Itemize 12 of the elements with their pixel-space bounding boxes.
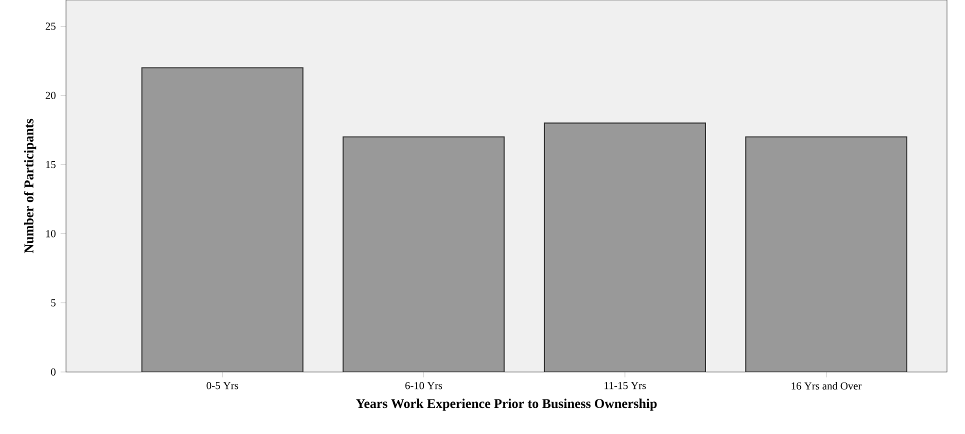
x-tick-label: 11-15 Yrs <box>604 382 646 390</box>
y-tick-label: 25 <box>46 22 56 30</box>
y-axis-title: Number of Participants <box>24 118 36 254</box>
x-tick-label: 0-5 Yrs <box>206 382 238 390</box>
x-tick-label: 16 Yrs and Over <box>792 382 862 390</box>
y-tick-label: 20 <box>46 92 56 100</box>
y-tick-label: 0 <box>51 368 56 376</box>
y-tick-label: 10 <box>46 230 56 238</box>
y-tick-label: 5 <box>51 299 56 306</box>
y-tick-label: 15 <box>46 160 56 168</box>
x-axis-title: Years Work Experience Prior to Business Ownership <box>356 398 657 411</box>
x-tick-label: 6-10 Yrs <box>405 382 442 390</box>
